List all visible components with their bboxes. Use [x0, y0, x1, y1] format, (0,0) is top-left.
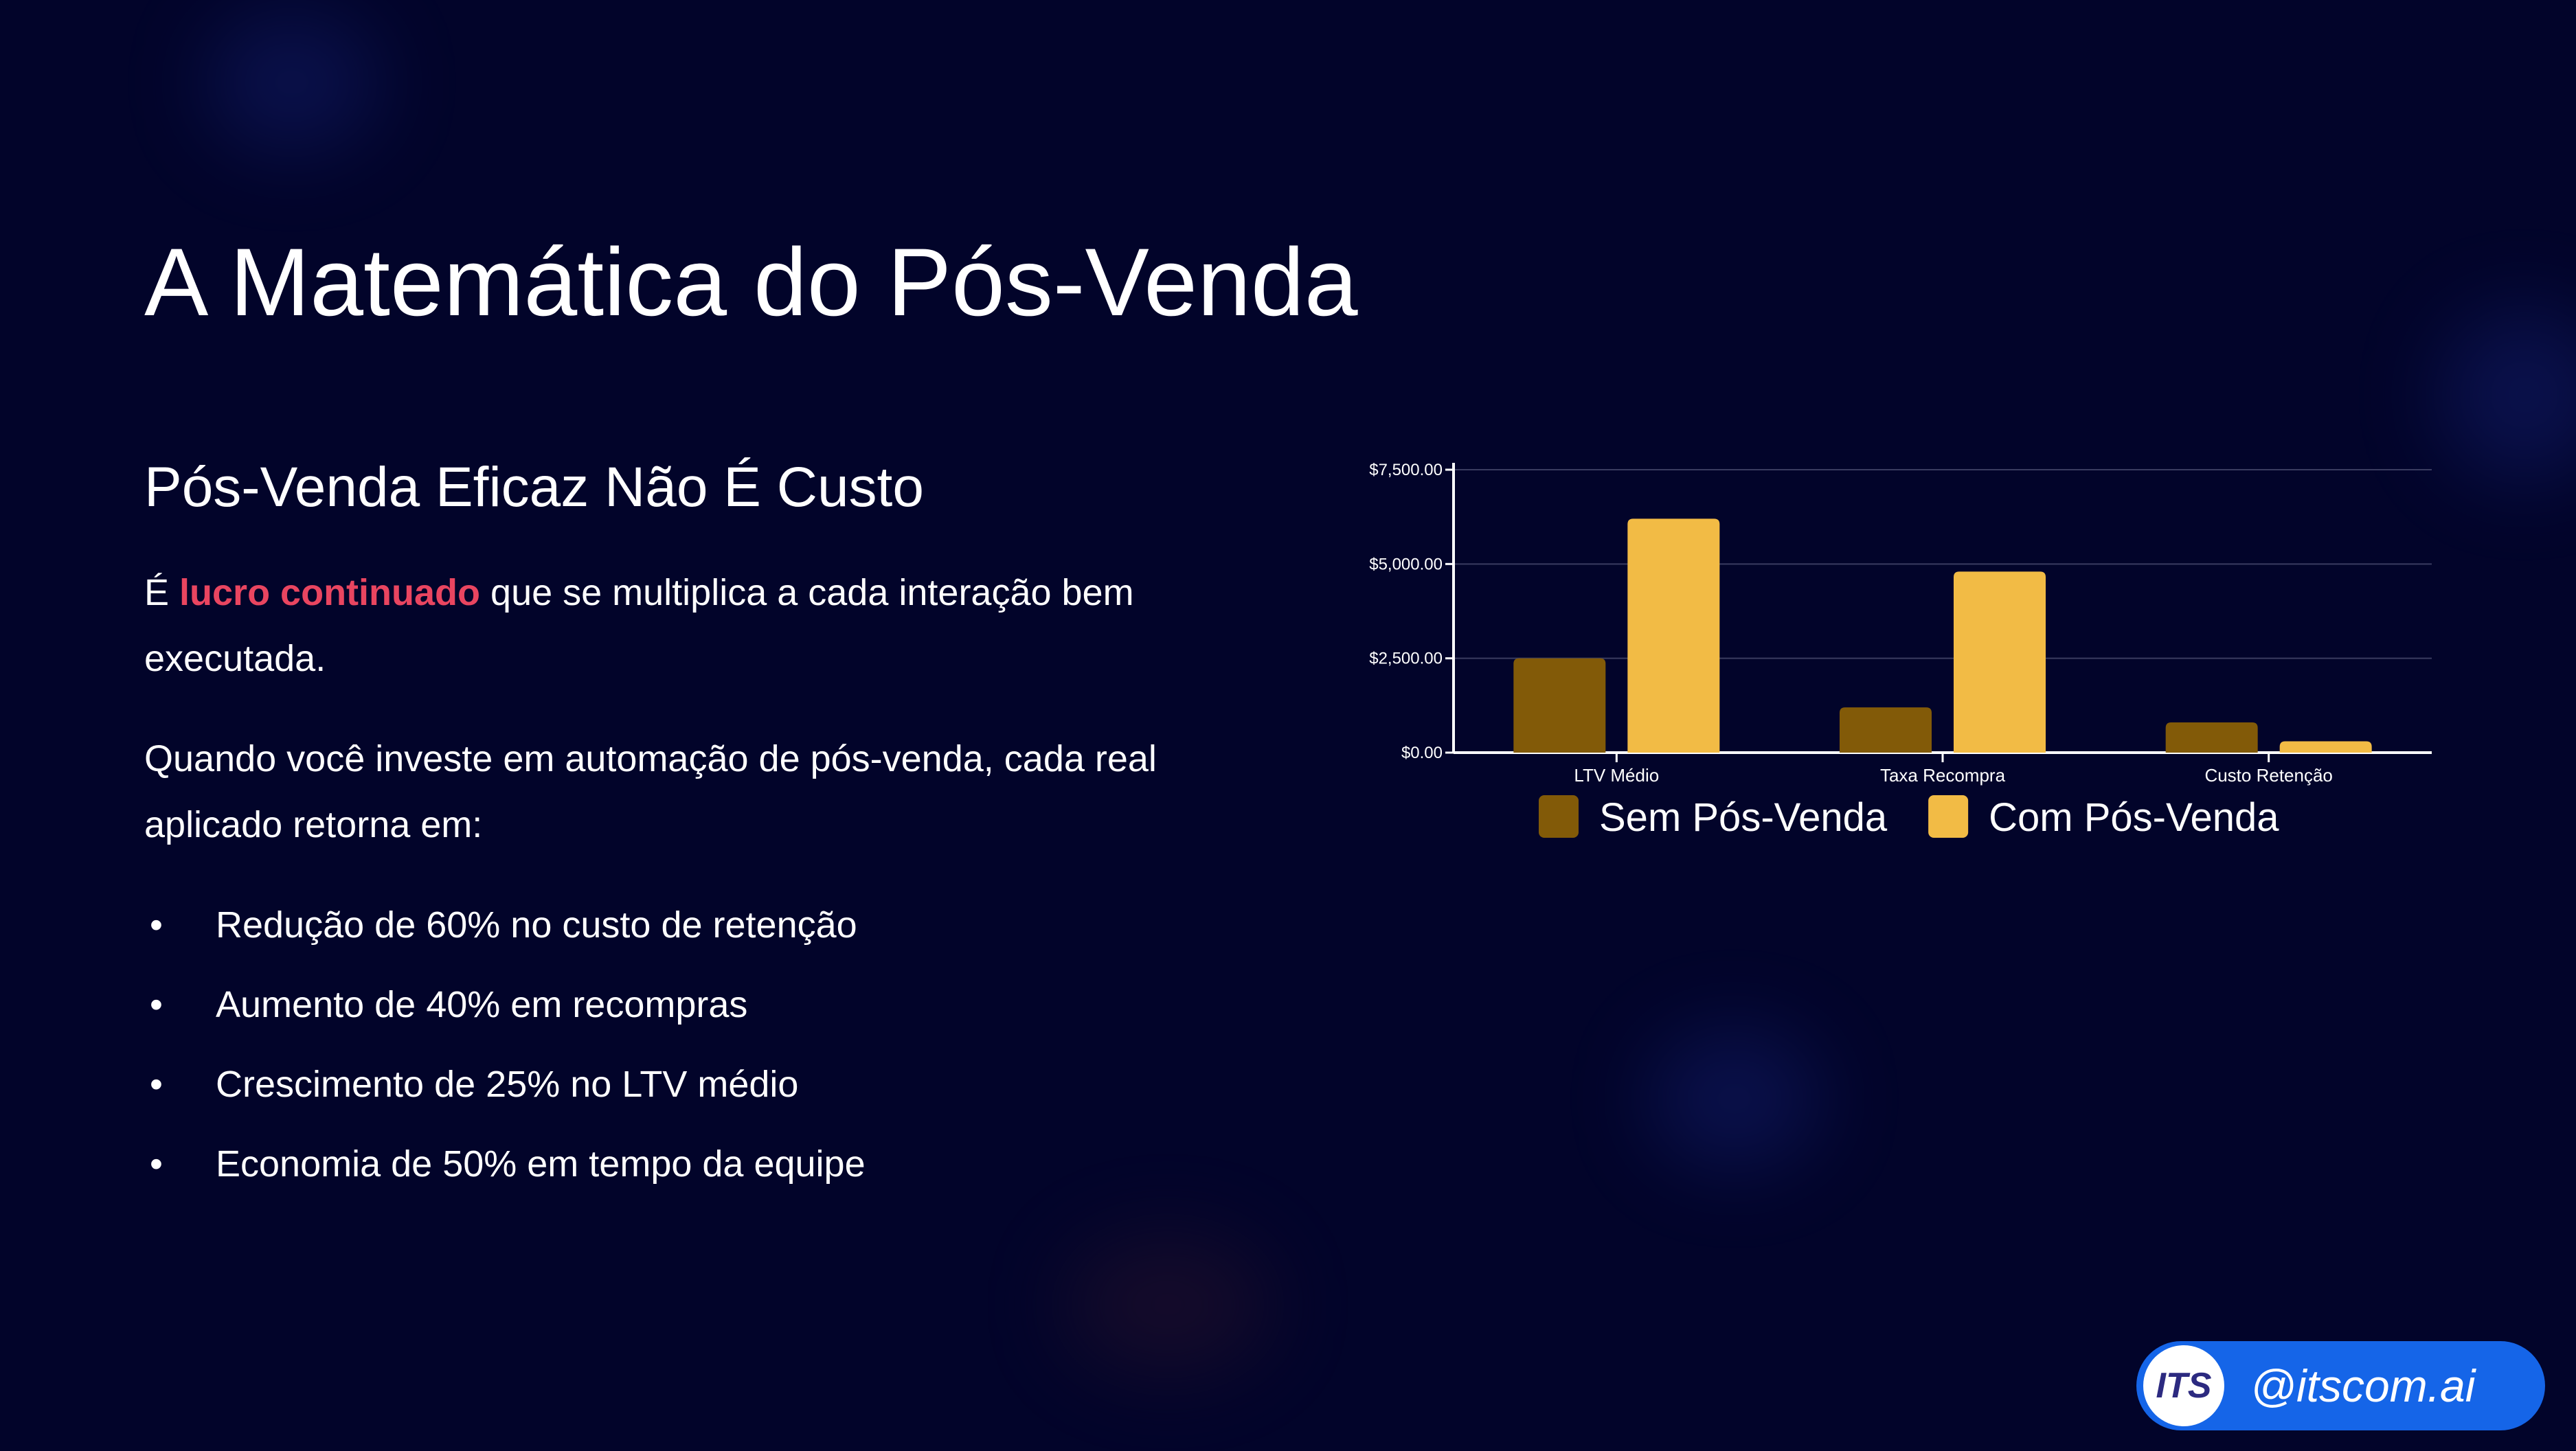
page-title: A Matemática do Pós-Venda: [144, 228, 1358, 336]
bar-sem: [1840, 707, 1932, 753]
bullet-text: Economia de 50% em tempo da equipe: [216, 1143, 866, 1185]
bg-glow: [1065, 1236, 1271, 1373]
bar-sem: [1513, 658, 1606, 753]
bar-com: [2279, 741, 2372, 753]
text: que se multiplica a cada interação bem e…: [144, 572, 1134, 679]
list-item: • Redução de 60% no custo de retenção: [144, 892, 1298, 972]
text: É: [144, 572, 180, 613]
bullet-text: Aumento de 40% em recompras: [216, 984, 748, 1025]
benefits-list: • Redução de 60% no custo de retenção • Au…: [144, 892, 1298, 1211]
y-tick-label: $5,000.00: [1369, 555, 1443, 573]
x-tick-label: LTV Médio: [1574, 765, 1659, 786]
section-subtitle: Pós-Venda Eficaz Não É Custo: [144, 456, 924, 518]
bullet-icon: •: [150, 1064, 163, 1105]
brand-badge[interactable]: ITS @itscom.ai: [2136, 1341, 2545, 1430]
bar-sem: [2165, 722, 2258, 753]
bg-glow: [206, 14, 378, 151]
x-tick-label: Taxa Recompra: [1880, 765, 2006, 786]
legend-label: Sem Pós-Venda: [1599, 795, 1888, 840]
bullet-text: Redução de 60% no custo de retenção: [216, 904, 857, 946]
y-tick-label: $7,500.00: [1369, 461, 1443, 479]
legend-label: Com Pós-Venda: [1989, 795, 2279, 840]
bullet-icon: •: [150, 1143, 163, 1185]
paragraph-returns: Quando você investe em automação de pós-…: [144, 738, 1157, 845]
logo: ITS: [2143, 1345, 2224, 1426]
legend-swatch: [1928, 795, 1969, 838]
bar-chart: $0.00 $2,500.00 $5,000.00 $7,500.00 LTV Médi…: [1369, 461, 2432, 840]
highlight-text: lucro continuado: [179, 572, 481, 613]
bg-glow: [1649, 1030, 1820, 1167]
bullet-icon: •: [150, 904, 163, 946]
bullet-icon: •: [150, 984, 163, 1025]
bullet-text: Crescimento de 25% no LTV médio: [216, 1064, 799, 1105]
text-column: Pós-Venda Eficaz Não É Custo É lucro con…: [144, 450, 1298, 1211]
y-tick-label: $0.00: [1401, 744, 1443, 762]
list-item: • Aumento de 40% em recompras: [144, 972, 1298, 1051]
social-handle: @itscom.ai: [2250, 1360, 2476, 1411]
bar-com: [1954, 571, 2046, 753]
x-tick-label: Custo Retenção: [2204, 765, 2332, 786]
bar-com: [1627, 518, 1720, 753]
bg-glow: [2439, 309, 2576, 481]
paragraph-intro: É lucro continuado que se multiplica a c…: [144, 560, 1298, 692]
legend-swatch: [1539, 795, 1579, 838]
y-tick-label: $2,500.00: [1369, 650, 1443, 668]
list-item: • Economia de 50% em tempo da equipe: [144, 1131, 1298, 1211]
list-item: • Crescimento de 25% no LTV médio: [144, 1051, 1298, 1131]
